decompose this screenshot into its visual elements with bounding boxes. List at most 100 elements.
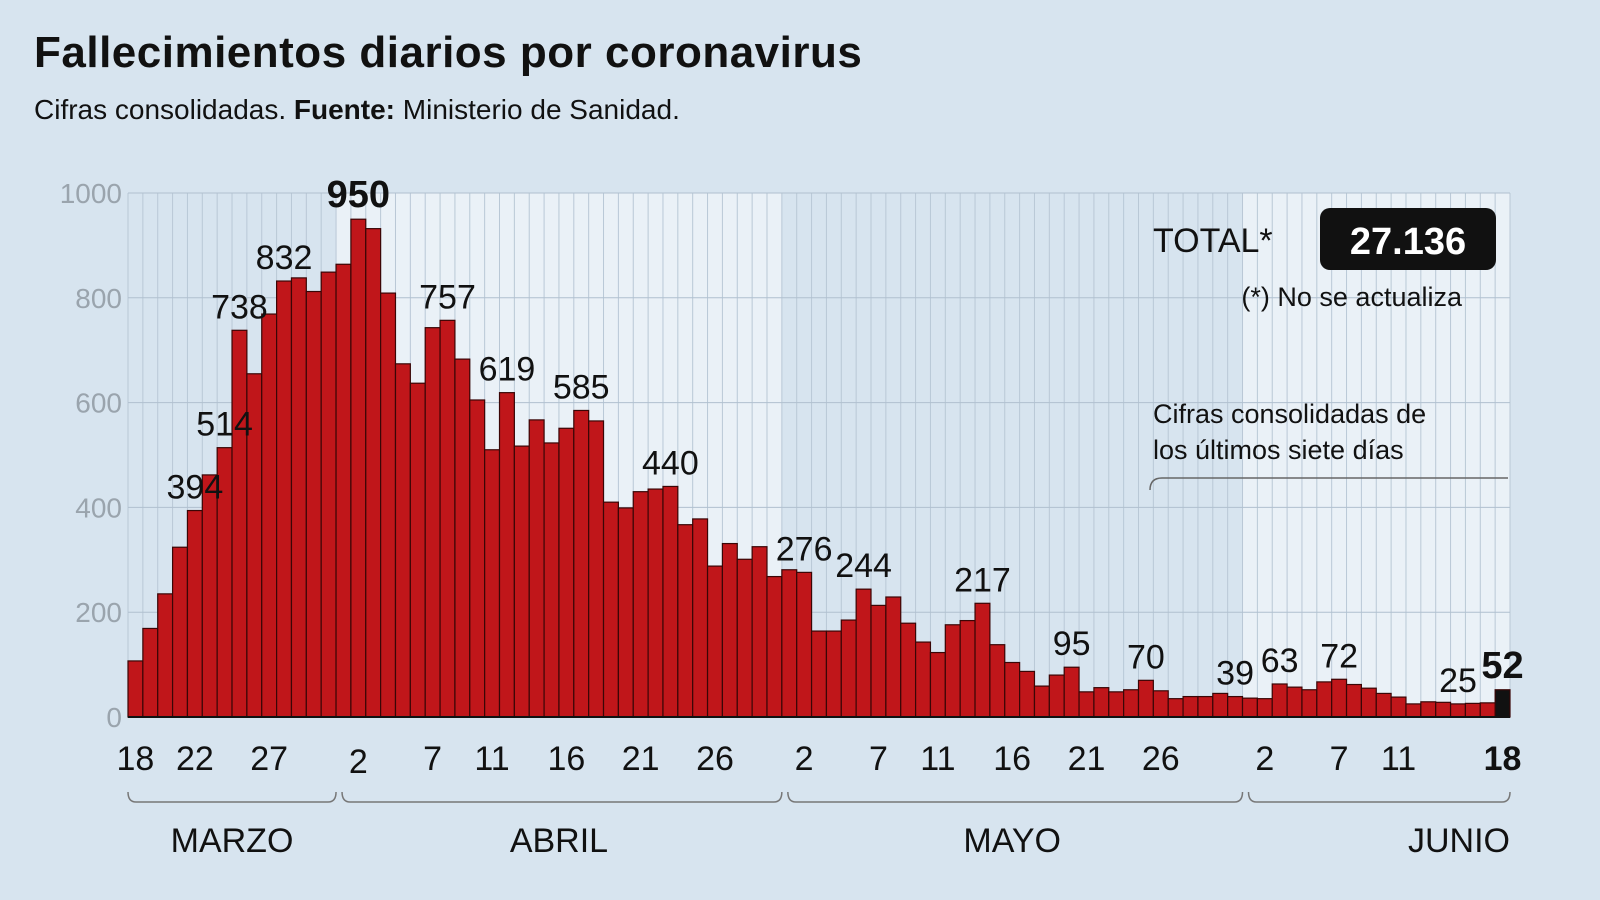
bar <box>1108 691 1125 718</box>
bar <box>469 399 486 718</box>
bar <box>498 392 515 718</box>
source-label: Fuente: <box>293 94 396 125</box>
bar <box>1449 703 1467 718</box>
month-bracket <box>341 791 783 803</box>
bar <box>900 622 917 718</box>
data-label: 63 <box>1261 642 1299 680</box>
x-tick-label: 21 <box>622 740 660 778</box>
bar <box>692 518 709 718</box>
bar <box>1063 666 1080 718</box>
bar <box>751 546 768 718</box>
bar <box>974 602 991 718</box>
bar <box>1316 681 1333 718</box>
x-tick-label: 11 <box>1381 740 1416 778</box>
bar <box>290 277 307 718</box>
y-tick-label: 600 <box>75 388 122 419</box>
bar <box>647 488 664 718</box>
x-tick-label: 21 <box>1068 740 1106 778</box>
bar <box>1256 698 1273 718</box>
bar <box>350 218 367 718</box>
x-tick-label: 27 <box>250 740 288 778</box>
data-label: 514 <box>196 406 253 444</box>
bar <box>1435 701 1452 718</box>
bar <box>632 491 649 718</box>
bar <box>1078 691 1095 718</box>
total-badge <box>1320 208 1496 270</box>
data-label: 585 <box>553 368 610 406</box>
y-tick-label: 0 <box>106 702 122 733</box>
bar <box>409 382 426 718</box>
bar <box>1212 692 1229 718</box>
bar <box>662 485 679 718</box>
x-tick-label: 18 <box>1484 740 1522 778</box>
bar <box>885 596 902 718</box>
bar <box>142 627 159 718</box>
bar <box>127 660 144 718</box>
bar <box>1464 702 1481 718</box>
bar <box>528 419 545 718</box>
data-label: 217 <box>954 561 1011 599</box>
chart-title: Fallecimientos diarios por coronavirus <box>34 28 863 77</box>
data-label: 72 <box>1320 637 1358 675</box>
data-label: 394 <box>167 469 224 507</box>
bar <box>989 644 1006 718</box>
bar <box>721 542 738 718</box>
bar <box>1331 678 1348 718</box>
x-tick-label: 11 <box>474 740 509 778</box>
bar <box>201 474 218 718</box>
x-tick-label: 7 <box>423 740 442 778</box>
bar <box>914 641 932 718</box>
bar <box>305 290 322 718</box>
bar <box>320 271 337 718</box>
bar <box>1152 690 1169 718</box>
data-label: 70 <box>1127 638 1165 676</box>
total-value: 27.136 <box>1350 221 1466 263</box>
bar <box>1137 679 1154 718</box>
bar <box>484 449 501 718</box>
bar <box>1182 695 1199 718</box>
data-label: 440 <box>642 444 699 482</box>
source-name: Ministerio de Sanidad. <box>402 94 680 125</box>
bar <box>1286 686 1303 718</box>
x-tick-label: 2 <box>1255 740 1274 778</box>
bar <box>1301 689 1318 718</box>
x-tick-label: 2 <box>795 740 814 778</box>
month-label: JUNIO <box>1408 822 1510 860</box>
bar <box>944 624 961 718</box>
y-tick-label: 1000 <box>60 178 122 209</box>
y-tick-label: 800 <box>75 283 122 314</box>
bar <box>1004 661 1021 718</box>
x-tick-label: 22 <box>176 740 214 778</box>
bar <box>1123 689 1140 718</box>
bar <box>1227 695 1244 718</box>
bar <box>1375 692 1392 718</box>
bar <box>870 604 887 718</box>
total-label: TOTAL* <box>1153 222 1273 260</box>
bar <box>781 569 798 718</box>
month-bracket <box>1247 791 1511 803</box>
bar <box>1420 701 1437 718</box>
bar <box>840 619 857 718</box>
consolidated-note-line2: los últimos siete días <box>1153 435 1404 465</box>
bar <box>380 292 397 718</box>
bar <box>1197 695 1214 718</box>
x-tick-label: 11 <box>920 740 955 778</box>
bar <box>1033 685 1050 718</box>
data-label: 276 <box>776 530 833 568</box>
bar <box>394 363 411 718</box>
data-label: 738 <box>211 288 268 326</box>
bar <box>588 420 605 718</box>
bar <box>1271 683 1288 718</box>
bar <box>617 507 634 718</box>
bar <box>796 571 813 718</box>
bar <box>1390 696 1407 718</box>
y-tick-label: 200 <box>75 597 122 628</box>
bar <box>677 524 694 718</box>
data-label: 52 <box>1481 645 1523 687</box>
bar <box>1167 698 1184 718</box>
bar <box>706 565 724 718</box>
bar <box>929 651 946 718</box>
bar <box>543 442 560 718</box>
bar <box>171 546 189 718</box>
